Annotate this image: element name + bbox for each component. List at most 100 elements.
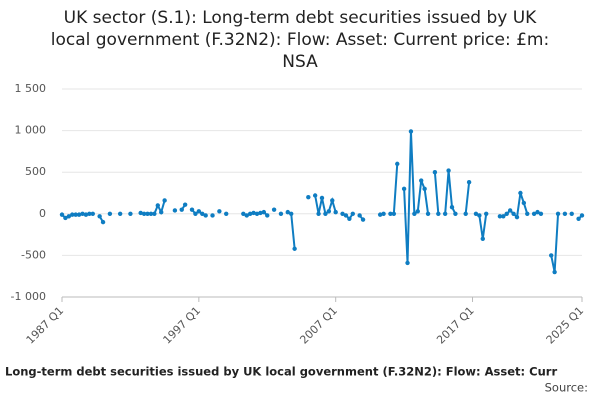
data-point: [247, 211, 253, 216]
data-point: [377, 212, 383, 217]
data-point: [152, 211, 157, 216]
data-point: [466, 179, 472, 185]
data-point: [531, 211, 537, 216]
data-point: [555, 211, 561, 216]
data-point: [432, 170, 438, 175]
data-point: [261, 209, 267, 215]
data-point: [381, 211, 386, 216]
data-point: [395, 161, 400, 167]
data-point: [80, 211, 85, 216]
data-point: [330, 198, 335, 203]
data-point: [289, 211, 294, 216]
data-point: [360, 217, 366, 222]
data-point: [579, 213, 585, 218]
data-point: [419, 178, 424, 183]
data-point: [504, 211, 509, 216]
data-point: [425, 211, 431, 216]
data-point: [83, 212, 89, 217]
data-point: [76, 212, 82, 217]
data-point: [203, 213, 208, 218]
y-tick-label: -1 000: [11, 290, 46, 303]
x-tick-label: 2017 Q1: [434, 304, 477, 347]
x-tick-label: 2025 Q1: [544, 304, 587, 347]
data-point: [159, 209, 164, 215]
data-point: [576, 216, 581, 221]
data-point: [507, 208, 513, 213]
data-point: [217, 209, 222, 214]
data-point: [463, 211, 468, 216]
chart-title: UK sector (S.1): Long-term debt securiti…: [64, 8, 538, 28]
data-point: [189, 207, 195, 212]
data-point: [514, 214, 520, 220]
data-point: [265, 213, 270, 218]
x-tick-label: 1997 Q1: [161, 304, 204, 347]
data-point: [401, 186, 407, 192]
data-point: [244, 213, 249, 218]
data-point: [241, 211, 246, 216]
data-point: [70, 212, 75, 217]
data-point: [292, 246, 297, 251]
data-point: [73, 212, 78, 217]
data-point: [285, 209, 290, 215]
data-point: [343, 213, 349, 218]
data-point: [254, 211, 260, 216]
data-point: [391, 211, 397, 216]
data-point: [350, 211, 355, 216]
data-point: [210, 213, 215, 218]
data-point: [117, 211, 123, 216]
data-point: [87, 211, 92, 216]
data-point: [408, 129, 414, 134]
chart-title: NSA: [282, 52, 318, 72]
y-tick-label: -500: [21, 248, 46, 261]
data-point: [518, 190, 523, 196]
series-line: [61, 131, 583, 273]
data-point: [511, 211, 516, 216]
y-tick-label: 1 000: [15, 124, 47, 137]
data-point: [312, 193, 318, 198]
data-point: [453, 211, 458, 216]
data-point: [100, 219, 106, 225]
data-point: [569, 211, 574, 216]
data-point: [182, 202, 188, 207]
data-point: [193, 211, 198, 216]
data-point: [251, 210, 256, 216]
data-point: [306, 194, 311, 200]
data-point: [449, 204, 455, 210]
y-tick-label: 0: [39, 207, 46, 220]
data-point: [107, 211, 113, 216]
data-point: [278, 211, 284, 216]
data-point: [90, 211, 95, 216]
data-point: [415, 209, 420, 214]
data-point: [552, 269, 557, 275]
data-point: [128, 211, 133, 216]
data-point: [172, 208, 178, 213]
data-point: [521, 200, 527, 206]
data-point: [179, 207, 184, 212]
x-tick-label: 2007 Q1: [297, 304, 340, 347]
data-point: [66, 214, 72, 219]
data-point: [480, 236, 485, 241]
y-tick-label: 1 500: [15, 82, 47, 95]
data-point: [271, 207, 277, 212]
source: Source:: [545, 381, 588, 395]
y-tick-label: 500: [25, 165, 46, 178]
data-point: [535, 209, 540, 215]
data-point: [141, 211, 147, 216]
data-point: [501, 214, 506, 219]
data-point: [97, 214, 102, 219]
data-point: [347, 216, 352, 221]
data-point: [442, 211, 448, 216]
data-point: [405, 260, 410, 266]
footer: Long-term debt securities issued by UK l…: [5, 365, 557, 379]
data-point: [224, 211, 229, 216]
data-point: [412, 211, 417, 216]
data-point: [155, 203, 160, 208]
data-point: [326, 209, 332, 214]
data-point: [145, 211, 150, 216]
data-point: [200, 211, 205, 216]
data-point: [436, 211, 441, 216]
data-point: [446, 168, 451, 173]
data-point: [340, 211, 345, 216]
data-point: [477, 213, 482, 218]
